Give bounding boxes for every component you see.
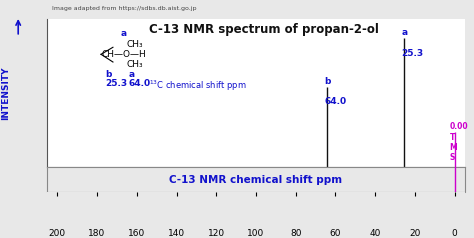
Text: C-13 NMR spectrum of propan-2-ol: C-13 NMR spectrum of propan-2-ol [149, 24, 379, 36]
Text: $^{13}$C chemical shift ppm: $^{13}$C chemical shift ppm [149, 79, 246, 93]
FancyBboxPatch shape [47, 167, 465, 192]
Text: CH₃: CH₃ [127, 60, 144, 69]
Text: 25.3: 25.3 [401, 49, 423, 58]
Text: a: a [401, 28, 408, 37]
Text: 25.3: 25.3 [105, 79, 127, 88]
Text: 64.0: 64.0 [129, 79, 151, 88]
Text: a: a [129, 70, 135, 79]
Text: T
M
S: T M S [450, 133, 457, 162]
Text: b: b [325, 77, 331, 86]
Text: CH₃: CH₃ [127, 40, 144, 49]
Text: C-13 NMR chemical shift ppm: C-13 NMR chemical shift ppm [169, 175, 343, 185]
Text: INTENSITY: INTENSITY [1, 66, 10, 119]
Text: 0.00: 0.00 [450, 122, 468, 131]
Text: Image adapted from https://sdbs.db.aist.go.jp: Image adapted from https://sdbs.db.aist.… [52, 6, 197, 11]
Text: b: b [105, 70, 111, 79]
Text: 64.0: 64.0 [325, 97, 346, 106]
Text: CH—O—H: CH—O—H [101, 50, 146, 59]
Text: a: a [121, 29, 127, 38]
